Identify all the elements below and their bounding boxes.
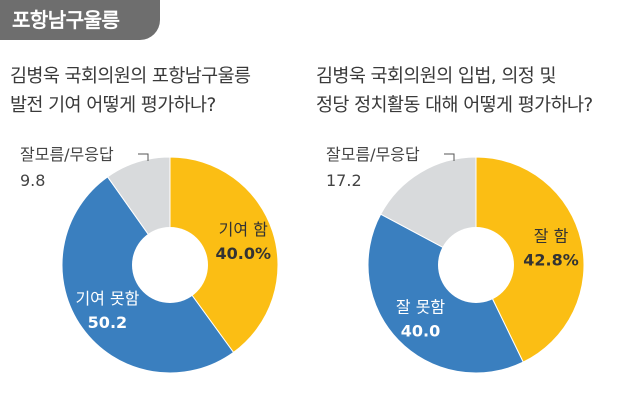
chart-1-question-line-1: 김병욱 국회의원의 포항남구울릉 xyxy=(10,66,251,87)
chart-2-question-line-2: 정당 정치활동 대해 어떻게 평가하나? xyxy=(316,95,593,116)
chart-2-label-1: 잘 함 xyxy=(534,227,569,246)
chart-2-value-3: 17.2 xyxy=(326,171,362,190)
chart-1-leader-line xyxy=(138,153,149,161)
chart-2-donut: 잘 함 42.8% 잘 못함 40.0 잘모름/무응답 17.2 xyxy=(326,145,585,374)
chart-2-slice-2 xyxy=(367,213,524,374)
chart-1-label-1: 기여 함 xyxy=(219,220,269,239)
chart-2-label-3: 잘모름/무응답 xyxy=(326,145,420,164)
chart-2-value-1: 42.8% xyxy=(523,251,579,270)
chart-2-question: 김병욱 국회의원의 입법, 의정 및 정당 정치활동 대해 어떻게 평가하나? xyxy=(316,62,616,120)
chart-1-donut: 기여 함 40.0% 기여 못함 50.2 잘모름/무응답 9.8 xyxy=(20,145,279,374)
chart-1-donut-hole xyxy=(132,227,208,303)
section-tab: 포항남구울릉 xyxy=(0,0,160,40)
chart-2-question-line-1: 김병욱 국회의원의 입법, 의정 및 xyxy=(316,66,556,87)
chart-1-label-3: 잘모름/무응답 xyxy=(20,145,114,164)
chart-2-value-2: 40.0 xyxy=(401,321,440,340)
chart-1-label-2: 기여 못함 xyxy=(75,289,139,308)
chart-2-slice-1 xyxy=(475,156,585,363)
chart-1-question: 김병욱 국회의원의 포항남구울릉 발전 기여 어떻게 평가하나? xyxy=(10,62,310,120)
chart-1-slice-1 xyxy=(169,156,279,354)
chart-1-value-3: 9.8 xyxy=(20,171,45,190)
chart-1-value-2: 50.2 xyxy=(88,313,127,332)
chart-2-leader-line xyxy=(444,153,455,161)
chart-2-donut-hole xyxy=(438,227,514,303)
chart-1-question-line-2: 발전 기여 어떻게 평가하나? xyxy=(10,95,216,116)
chart-2-label-2: 잘 못함 xyxy=(396,297,446,316)
chart-1-value-1: 40.0% xyxy=(215,244,271,263)
